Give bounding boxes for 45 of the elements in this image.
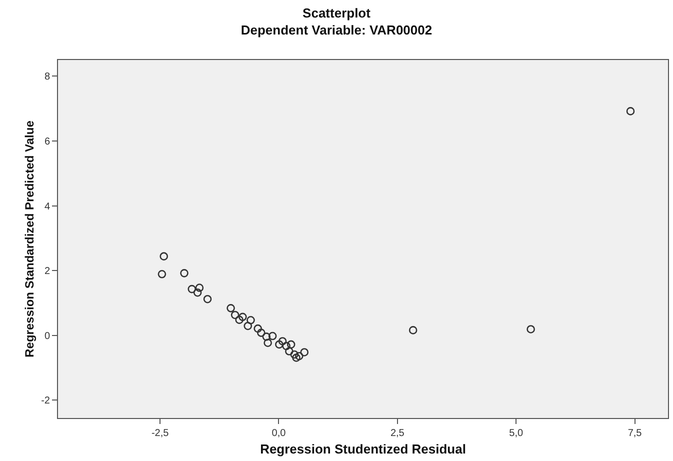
point [285,347,294,356]
point [246,316,255,324]
y-tick-label: 8 [44,72,50,83]
point [195,284,204,292]
point [158,270,166,278]
x-tick-label: 0,0 [272,428,286,439]
point [230,310,240,320]
point [626,107,635,116]
point [275,340,284,349]
point [235,316,244,324]
point [278,337,287,346]
point [282,342,290,350]
x-tick-label: 7,5 [628,428,642,439]
y-tick-label: 2 [44,266,50,278]
y-tick-label: 6 [44,136,50,148]
point [264,338,272,347]
point [262,332,271,341]
point [408,326,418,334]
point [268,332,277,340]
y-tick-label: 0 [44,330,50,342]
y-axis-title: Regression Standardized Predicted Value [22,120,36,358]
point [257,328,266,337]
point [526,325,535,334]
chart-title: Scatterplot [302,6,372,21]
point [193,288,202,297]
point [290,350,299,359]
point [295,352,304,360]
point [286,340,296,349]
point [244,322,252,330]
y-tick-label: -2 [41,396,50,407]
point [160,252,168,260]
point [180,269,188,278]
x-tick-label: 5,0 [509,428,524,439]
chart-subtitle: Dependent Variable: VAR00002 [240,22,432,38]
x-axis-title: Regression Studentized Residual [260,442,466,457]
y-tick-label: 4 [44,201,50,212]
point [203,294,212,304]
point [300,348,309,356]
x-tick-label: -2,5 [151,428,170,439]
x-tick-label: 2,5 [390,428,405,439]
point [254,324,262,333]
point [292,354,300,362]
point [188,284,196,294]
point [226,304,235,312]
point [238,312,247,322]
